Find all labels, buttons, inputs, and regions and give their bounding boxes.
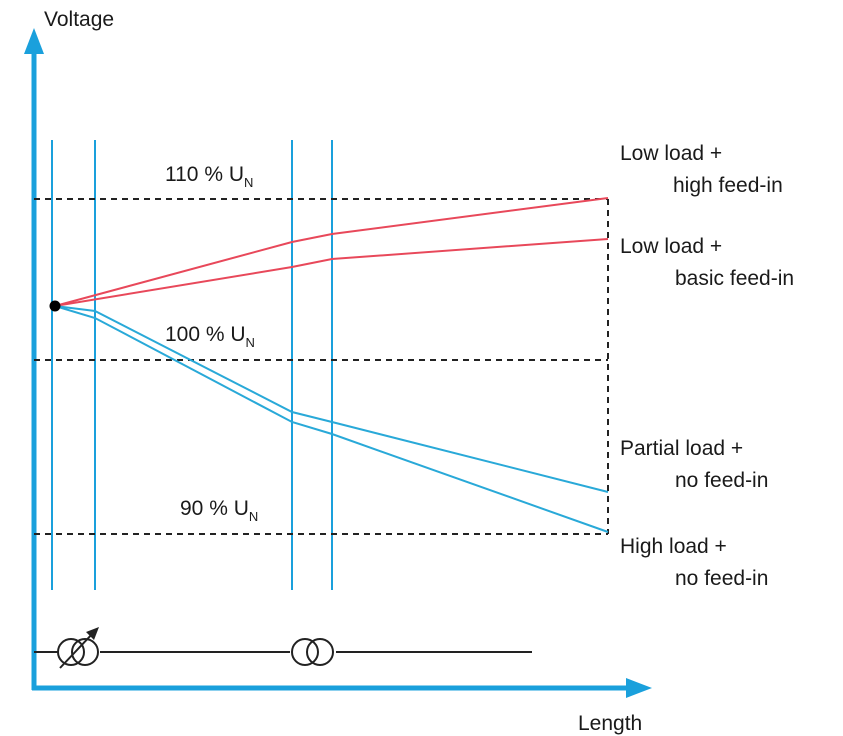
case-label-partial-none-2: no feed-in (675, 469, 768, 492)
x-axis-label: Length (578, 712, 642, 735)
curve-high-load-no-feed-in (54, 305, 609, 533)
case-label-low-high-2: high feed-in (673, 174, 783, 197)
y-axis-arrow (24, 28, 44, 54)
case-label-partial-none-1: Partial load + (620, 437, 743, 460)
level-label-90: 90 % UN (180, 497, 258, 524)
case-label-high-none-1: High load + (620, 535, 727, 558)
y-axis-label: Voltage (44, 8, 114, 31)
curve-low-load-high-feed-in (54, 197, 609, 307)
curve-partial-load-no-feed-in (54, 305, 609, 493)
source-node (49, 300, 61, 312)
case-label-low-high-1: Low load + (620, 142, 722, 165)
case-label-low-basic-2: basic feed-in (675, 267, 794, 290)
transformer-icon (290, 636, 336, 668)
curve-low-load-basic-feed-in (54, 238, 609, 307)
level-label-110: 110 % UN (165, 163, 253, 190)
tap-changer-transformer-icon (57, 627, 100, 669)
case-label-low-basic-1: Low load + (620, 235, 722, 258)
x-axis-arrow (626, 678, 652, 698)
case-label-high-none-2: no feed-in (675, 567, 768, 590)
level-label-100: 100 % UN (165, 323, 255, 350)
